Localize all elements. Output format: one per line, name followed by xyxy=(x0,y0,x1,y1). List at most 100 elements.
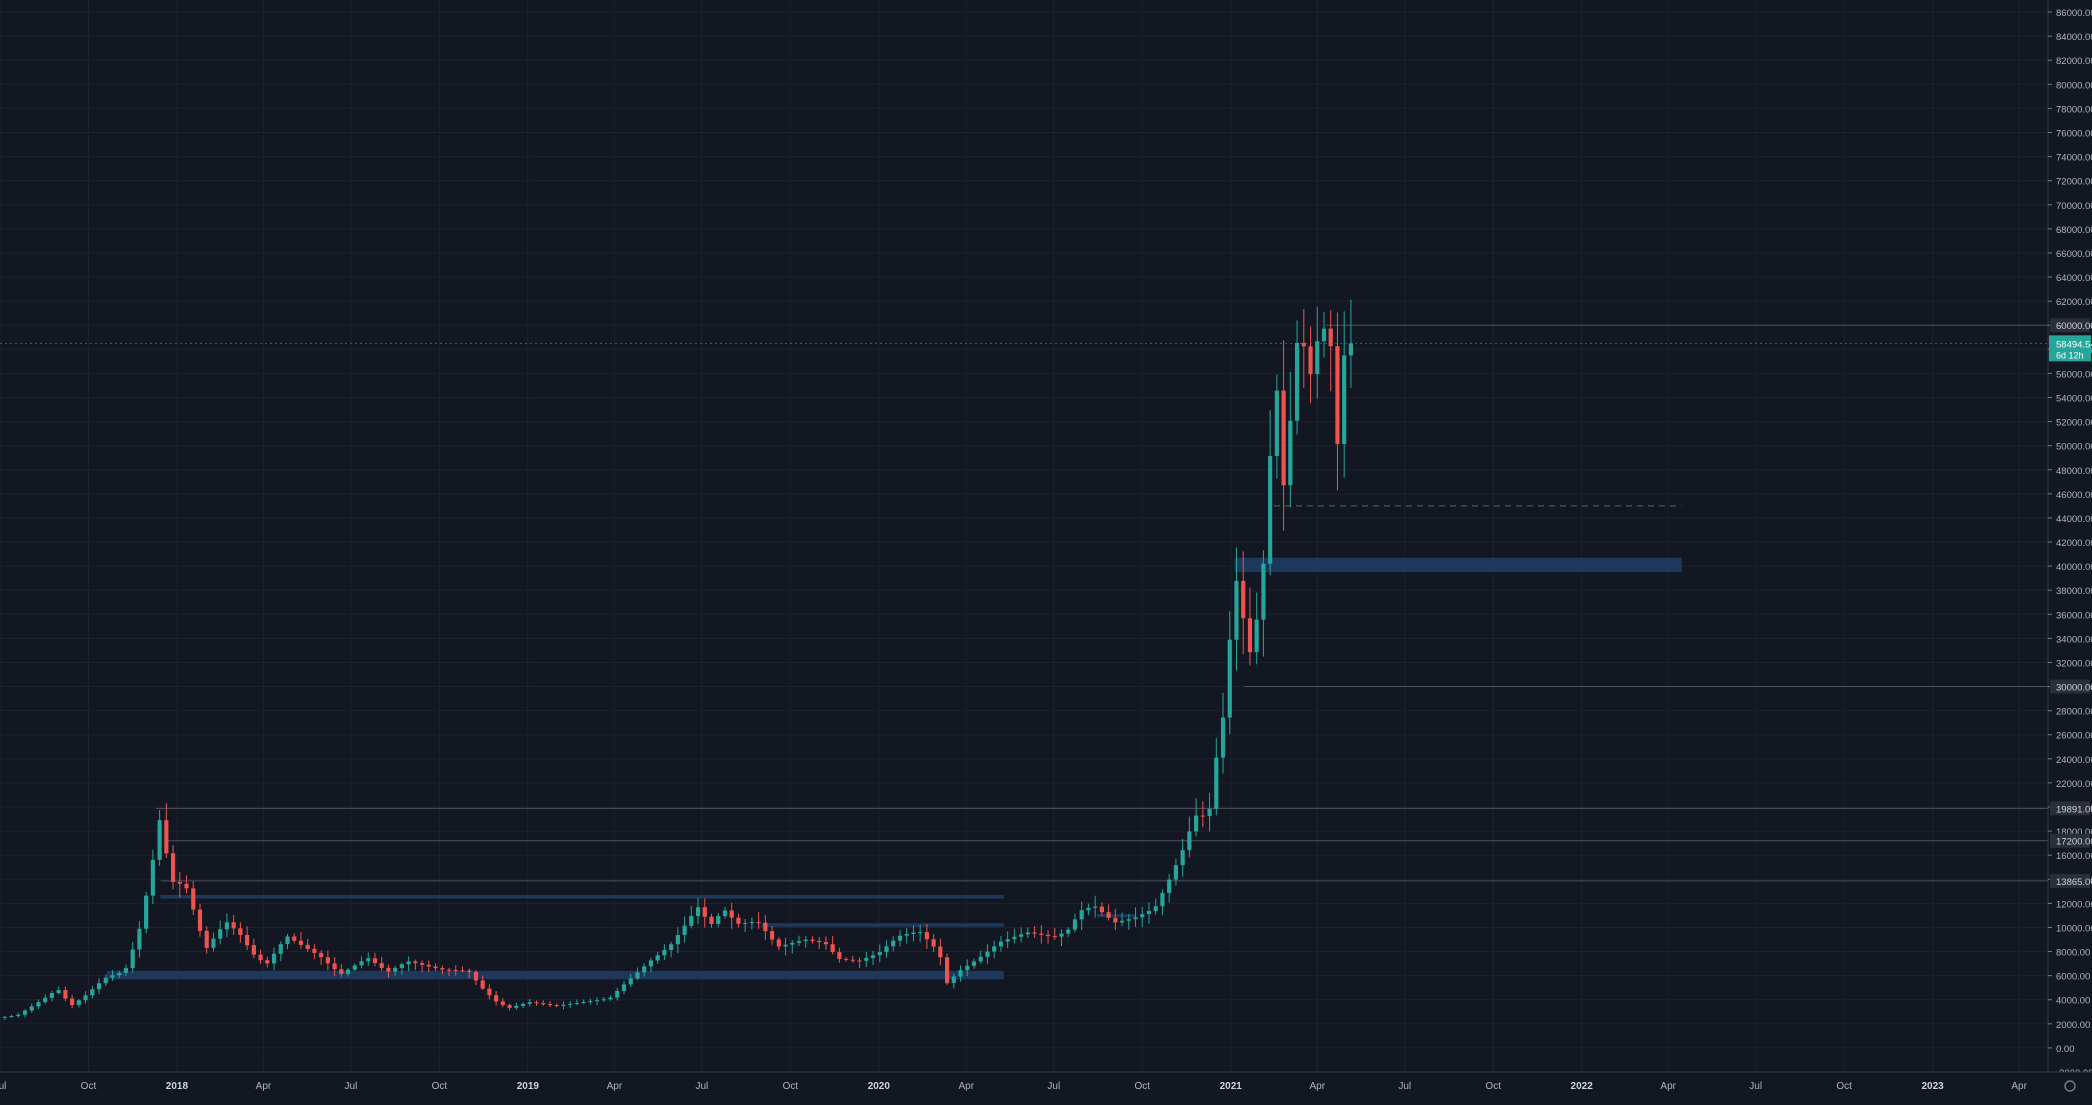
candle-up xyxy=(655,955,660,961)
candle-up xyxy=(1153,906,1158,911)
time-tick-label: Jul xyxy=(1398,1081,1411,1092)
candle-up xyxy=(965,965,970,971)
candle-down xyxy=(231,922,236,929)
candle-down xyxy=(1335,346,1340,444)
candle-down xyxy=(1281,390,1286,486)
candle-down xyxy=(857,960,862,962)
candle-down xyxy=(204,930,209,948)
candle-down xyxy=(534,1002,539,1004)
candle-down xyxy=(830,944,835,953)
candle-down xyxy=(547,1004,553,1006)
candle-up xyxy=(675,934,680,945)
candle-up xyxy=(1005,939,1010,942)
price-tick-label: 38000.00 xyxy=(2056,586,2092,597)
candle-up xyxy=(1093,906,1098,908)
candle-up xyxy=(918,932,923,934)
candle-up xyxy=(1220,717,1226,758)
candle-down xyxy=(70,998,75,1006)
candle-down xyxy=(191,888,196,910)
candle-up xyxy=(642,966,647,973)
time-tick-label: Jul xyxy=(345,1081,358,1092)
price-tick-label: 62000.00 xyxy=(2056,297,2092,308)
candle-up xyxy=(628,978,633,985)
candle-up xyxy=(716,916,721,924)
candle-up xyxy=(951,976,956,984)
candle-down xyxy=(541,1003,546,1005)
candle-down xyxy=(265,960,270,964)
candle-up xyxy=(123,968,129,973)
candle-up xyxy=(211,938,216,948)
level-price-label-box xyxy=(2050,873,2090,888)
price-tick-label: 34000.00 xyxy=(2056,634,2092,645)
price-axis[interactable] xyxy=(2048,0,2092,1100)
candle-down xyxy=(1032,932,1037,934)
candle-up xyxy=(790,942,795,945)
candle-up xyxy=(864,957,869,961)
price-tick-label: 54000.00 xyxy=(2056,393,2092,404)
candle-up xyxy=(1214,757,1219,809)
price-tick-label: 52000.00 xyxy=(2056,418,2092,429)
candle-down xyxy=(251,945,256,955)
price-tick-label: 70000.00 xyxy=(2056,201,2092,212)
candle-up xyxy=(635,972,640,979)
candle-down xyxy=(507,1005,512,1008)
candle-down xyxy=(1241,580,1246,619)
candle-down xyxy=(164,820,169,854)
candle-down xyxy=(729,910,734,918)
support-resistance-zone xyxy=(160,894,1004,899)
candle-up xyxy=(278,944,283,954)
candle-up xyxy=(689,916,694,926)
candle-up xyxy=(1167,879,1172,894)
candle-up xyxy=(1079,910,1084,920)
time-tick-label: Apr xyxy=(1660,1081,1676,1092)
candle-down xyxy=(850,959,855,961)
level-price-label: 13865.00 xyxy=(2056,877,2092,888)
last-price-label: 58494.54 xyxy=(2056,339,2092,350)
level-price-label: 17200.00 xyxy=(2056,837,2092,848)
candle-down xyxy=(440,968,445,970)
candle-up xyxy=(345,969,351,974)
candle-up xyxy=(130,949,135,969)
candle-down xyxy=(413,961,418,964)
candle-down xyxy=(460,970,465,972)
candle-up xyxy=(749,922,754,924)
candle-down xyxy=(931,939,936,947)
candle-up xyxy=(574,1002,579,1004)
time-tick-label: Oct xyxy=(1485,1081,1501,1092)
candle-up xyxy=(1086,907,1091,911)
candle-up xyxy=(695,907,701,917)
candle-up xyxy=(588,1001,593,1003)
candle-up xyxy=(682,925,687,935)
candle-down xyxy=(1308,346,1313,375)
candle-up xyxy=(393,967,398,972)
candle-down xyxy=(817,940,822,943)
price-tick-label: 4000.00 xyxy=(2056,996,2090,1007)
candle-down xyxy=(1301,342,1306,347)
candle-up xyxy=(224,922,230,930)
candle-down xyxy=(944,957,950,984)
candle-down xyxy=(319,952,324,958)
level-price-label-box xyxy=(2050,318,2090,333)
support-resistance-zone xyxy=(1097,914,1137,918)
candle-up xyxy=(514,1005,519,1008)
candle-down xyxy=(453,969,458,971)
price-tick-label: 0.00 xyxy=(2056,1044,2075,1055)
time-axis[interactable] xyxy=(0,1072,2092,1100)
candle-up xyxy=(985,951,990,957)
candle-up xyxy=(110,975,115,978)
candle-up xyxy=(366,958,371,962)
candle-up xyxy=(1126,919,1131,921)
time-tick-label: Apr xyxy=(959,1081,975,1092)
candle-up xyxy=(662,950,667,956)
candle-up xyxy=(891,940,896,947)
price-tick-label: 6000.00 xyxy=(2056,972,2090,983)
candle-up xyxy=(803,939,808,942)
settings-gear-icon[interactable] xyxy=(2064,1080,2076,1092)
candle-up xyxy=(1160,893,1165,907)
candle-up xyxy=(1066,929,1071,934)
candle-down xyxy=(554,1004,559,1006)
candle-up xyxy=(43,997,48,1003)
